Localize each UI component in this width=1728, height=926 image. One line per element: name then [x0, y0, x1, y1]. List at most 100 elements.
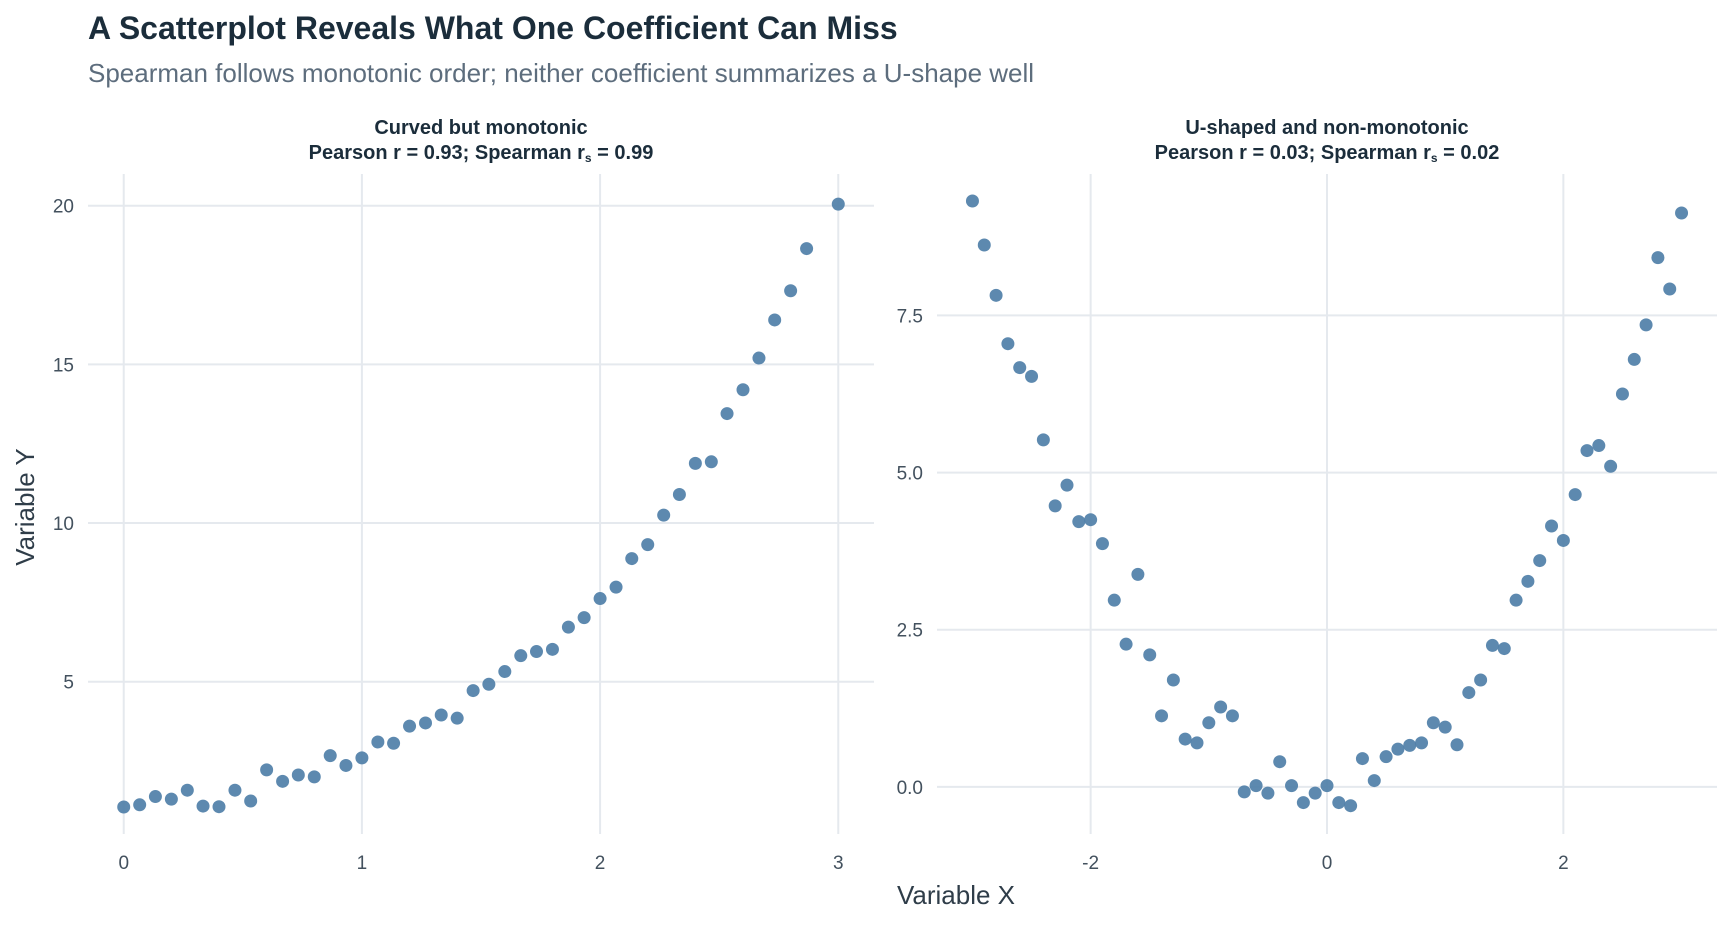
scatter-point: [1036, 433, 1050, 447]
scatter-point: [1627, 352, 1641, 366]
panel-title-prefix: Pearson r = 0.03; Spearman r: [1155, 142, 1431, 164]
y-tick-label: 5: [63, 673, 74, 694]
scatter-point: [784, 284, 798, 298]
scatter-point: [1556, 533, 1570, 547]
scatter-point: [180, 783, 194, 797]
scatter-point: [1332, 796, 1346, 810]
scatter-point: [1285, 779, 1299, 793]
scatter-point: [1048, 499, 1062, 513]
scatter-point: [800, 242, 814, 256]
scatter-point: [1131, 567, 1145, 581]
scatter-point: [387, 736, 401, 750]
scatter-point: [1367, 774, 1381, 788]
scatter-point: [1379, 750, 1393, 764]
panel-title-line2: Pearson r = 0.03; Spearman rs = 0.02: [1155, 142, 1500, 165]
scatter-point: [1225, 709, 1239, 723]
scatter-point: [1013, 361, 1027, 375]
scatter-point: [1001, 337, 1015, 351]
chart-title: A Scatterplot Reveals What One Coefficie…: [88, 10, 898, 46]
scatter-point: [1178, 732, 1192, 746]
y-tick-label: 2.5: [897, 621, 923, 642]
scatter-point: [1639, 318, 1653, 332]
y-tick-label: 20: [53, 197, 74, 218]
y-tick-label: 7.5: [897, 306, 923, 327]
scatter-point: [752, 351, 766, 365]
y-tick-label: 15: [53, 355, 74, 376]
scatter-point: [450, 711, 464, 725]
scatter-point: [1391, 742, 1405, 756]
scatter-point: [625, 552, 639, 566]
scatter-point: [498, 665, 512, 679]
scatter-point: [196, 799, 210, 813]
scatter-point: [672, 487, 686, 501]
scatter-point: [1072, 515, 1086, 529]
scatter-point: [307, 770, 321, 784]
scatter-point: [276, 774, 290, 788]
scatter-point: [1273, 755, 1287, 769]
x-tick-label: 2: [1558, 853, 1569, 874]
y-axis-title: Variable Y: [10, 448, 40, 566]
scatter-point: [1261, 786, 1275, 800]
scatter-point: [736, 383, 750, 397]
scatter-point: [965, 194, 979, 208]
scatter-point: [1202, 716, 1216, 730]
scatter-point: [355, 751, 369, 765]
scatter-point: [1143, 648, 1157, 662]
scatter-point: [339, 758, 353, 772]
y-tick-label: 5.0: [897, 464, 923, 485]
scatter-point: [1214, 700, 1228, 714]
scatter-point: [1615, 387, 1629, 401]
chart-subtitle: Spearman follows monotonic order; neithe…: [88, 58, 1034, 88]
scatter-point: [1166, 673, 1180, 687]
scatter-point: [1249, 779, 1263, 793]
panel-title-subscript: s: [585, 151, 592, 165]
panel-title-subscript: s: [1431, 151, 1438, 165]
panel-curved: Curved but monotonic Pearson r = 0.93; Sp…: [53, 117, 874, 874]
scatter-point: [768, 313, 782, 327]
scatter-point: [419, 716, 433, 730]
scatter-point: [1651, 251, 1665, 265]
scatter-point: [1403, 738, 1417, 752]
scatter-point: [977, 238, 991, 252]
scatter-point: [1025, 369, 1039, 383]
scatter-point: [434, 708, 448, 722]
scatter-point: [1296, 796, 1310, 810]
y-tick-label: 10: [53, 514, 74, 535]
panel-title-suffix: = 0.99: [592, 142, 654, 164]
scatter-point: [466, 684, 480, 698]
scatter-point: [117, 800, 131, 814]
scatter-point: [1533, 554, 1547, 568]
scatter-point: [1497, 642, 1511, 656]
scatter-point: [1095, 537, 1109, 551]
scatter-point: [577, 611, 591, 625]
scatter-point: [1438, 720, 1452, 734]
scatter-point: [704, 455, 718, 469]
scatter-point: [212, 800, 226, 814]
scatter-point: [1107, 593, 1121, 607]
scatter-point: [657, 508, 671, 522]
x-tick-label: 0: [118, 853, 129, 874]
scatter-point: [529, 645, 543, 659]
scatter-point: [514, 649, 528, 663]
scatter-point: [1355, 752, 1369, 766]
scatter-point: [291, 768, 305, 782]
scatter-point: [1155, 709, 1169, 723]
scatter-point: [1308, 786, 1322, 800]
scatter-point: [403, 719, 417, 733]
scatter-point: [1237, 785, 1251, 799]
scatter-point: [482, 677, 496, 691]
x-tick-label: -2: [1082, 853, 1099, 874]
scatter-point: [1509, 593, 1523, 607]
panel-title-line1: Curved but monotonic: [374, 117, 587, 139]
scatter-point: [561, 620, 575, 634]
scatter-point: [244, 794, 258, 808]
y-tick-label: 0.0: [897, 778, 923, 799]
scatter-point: [1462, 686, 1476, 700]
scatter-point: [1545, 519, 1559, 533]
scatter-point: [1320, 779, 1334, 793]
scatter-point: [593, 592, 607, 606]
scatter-point: [1426, 716, 1440, 730]
scatter-point: [720, 407, 734, 421]
scatter-point: [1592, 439, 1606, 453]
